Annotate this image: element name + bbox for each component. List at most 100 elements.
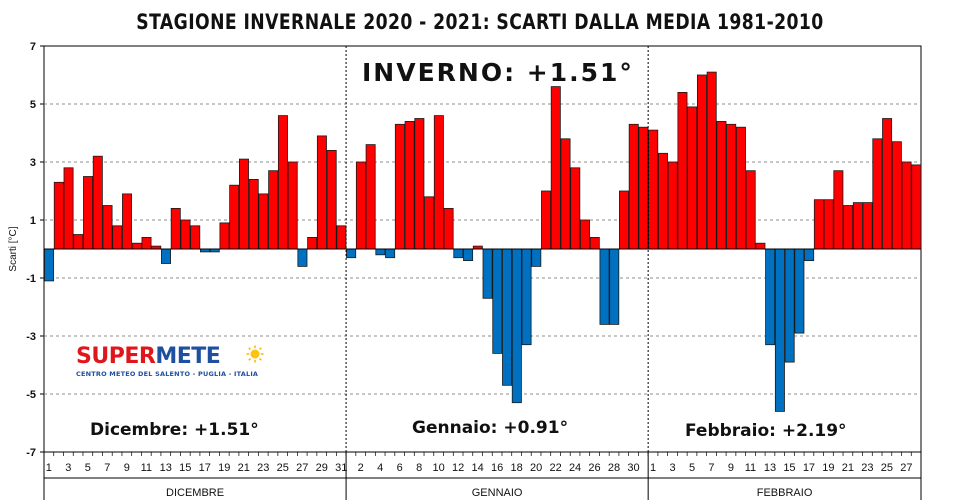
x-tick-label: 27 xyxy=(900,462,912,474)
x-tick-label: 22 xyxy=(549,462,561,474)
bar xyxy=(297,248,308,267)
x-tick-label: 1 xyxy=(650,462,656,474)
bar xyxy=(570,167,581,250)
logo-text: SUPERMETE xyxy=(76,344,258,369)
bar xyxy=(375,248,386,256)
bar xyxy=(248,178,259,250)
x-tick-label: 25 xyxy=(277,462,289,474)
x-tick-label: 5 xyxy=(85,462,91,474)
bar xyxy=(774,248,785,412)
y-tick-label: 5 xyxy=(30,99,36,111)
bar xyxy=(307,236,318,250)
x-tick-label: 18 xyxy=(510,462,522,474)
bar xyxy=(238,158,249,250)
bar xyxy=(424,196,435,250)
x-tick-label: 17 xyxy=(199,462,211,474)
bar xyxy=(589,236,600,250)
x-tick-label: 15 xyxy=(179,462,191,474)
bar xyxy=(658,152,668,250)
bar xyxy=(687,106,698,250)
bar xyxy=(502,248,513,386)
chart-title: STAGIONE INVERNALE 2020 - 2021: SCARTI D… xyxy=(136,10,824,34)
bar xyxy=(161,248,171,264)
bar xyxy=(336,225,347,250)
bar xyxy=(83,176,94,250)
x-tick-label: 9 xyxy=(124,462,130,474)
bar xyxy=(394,123,405,250)
x-tick-label: 29 xyxy=(316,462,328,474)
x-tick-label: 3 xyxy=(669,462,675,474)
bar xyxy=(316,135,327,250)
bar xyxy=(735,126,746,250)
bar xyxy=(122,193,133,250)
x-tick-label: 28 xyxy=(608,462,620,474)
x-tick-label: 13 xyxy=(764,462,776,474)
bar xyxy=(258,193,269,250)
y-tick-label: -7 xyxy=(26,447,36,459)
bar xyxy=(521,248,532,346)
bar xyxy=(833,170,844,250)
x-tick-label: 19 xyxy=(218,462,230,474)
bar xyxy=(765,248,776,346)
x-tick-label: 23 xyxy=(257,462,269,474)
bar xyxy=(92,155,103,250)
bar xyxy=(619,190,629,250)
x-tick-label: 19 xyxy=(822,462,834,474)
bar xyxy=(550,86,561,250)
bar xyxy=(44,248,55,282)
bar xyxy=(190,225,201,250)
bar xyxy=(882,118,893,250)
bar xyxy=(453,248,464,259)
bar xyxy=(112,225,123,250)
logo-text-part1: SUPER xyxy=(76,344,156,369)
month-label: FEBBRAIO xyxy=(757,487,813,499)
bar xyxy=(404,121,415,250)
bar xyxy=(511,248,522,404)
bar xyxy=(706,71,717,250)
bar xyxy=(609,248,620,325)
y-tick-label: 3 xyxy=(30,157,36,169)
bar xyxy=(755,242,766,250)
logo-text-part2: METE xyxy=(155,344,221,369)
x-tick-label: 4 xyxy=(377,462,383,474)
x-tick-label: 21 xyxy=(842,462,854,474)
x-tick-label: 24 xyxy=(569,462,581,474)
x-tick-label: 23 xyxy=(861,462,873,474)
x-tick-label: 11 xyxy=(745,462,756,474)
bar xyxy=(141,236,152,250)
bar xyxy=(268,170,279,250)
x-tick-label: 17 xyxy=(803,462,815,474)
bar xyxy=(560,138,571,250)
x-tick-label: 26 xyxy=(588,462,600,474)
x-tick-label: 31 xyxy=(335,462,347,474)
y-axis-label: Scarti [°C] xyxy=(8,226,19,271)
x-tick-label: 12 xyxy=(452,462,464,474)
month-label: GENNAIO xyxy=(472,487,523,499)
x-tick-label: 1 xyxy=(46,462,52,474)
bar xyxy=(677,92,688,250)
bar xyxy=(355,161,366,250)
bar xyxy=(277,115,288,250)
bar xyxy=(696,74,707,250)
summary-gennaio: Gennaio: +0.91° xyxy=(412,418,569,438)
sun-icon xyxy=(246,345,264,363)
bar xyxy=(365,144,376,250)
bar xyxy=(541,190,552,250)
bar xyxy=(599,248,610,325)
bar xyxy=(53,181,64,250)
bar xyxy=(843,205,854,250)
x-tick-label: 5 xyxy=(689,462,695,474)
x-tick-label: 30 xyxy=(627,462,639,474)
x-tick-label: 3 xyxy=(65,462,71,474)
x-tick-label: 8 xyxy=(416,462,422,474)
bar xyxy=(414,118,425,250)
y-tick-label: -5 xyxy=(26,389,36,401)
bar xyxy=(667,161,678,250)
logo: SUPERMETE CENTRO METEO DEL SALENTO - PUG… xyxy=(76,344,264,378)
bar xyxy=(229,184,240,250)
bar xyxy=(443,207,454,250)
bar xyxy=(804,248,815,262)
summary-febbraio: Febbraio: +2.19° xyxy=(685,421,847,441)
bar xyxy=(287,161,298,250)
